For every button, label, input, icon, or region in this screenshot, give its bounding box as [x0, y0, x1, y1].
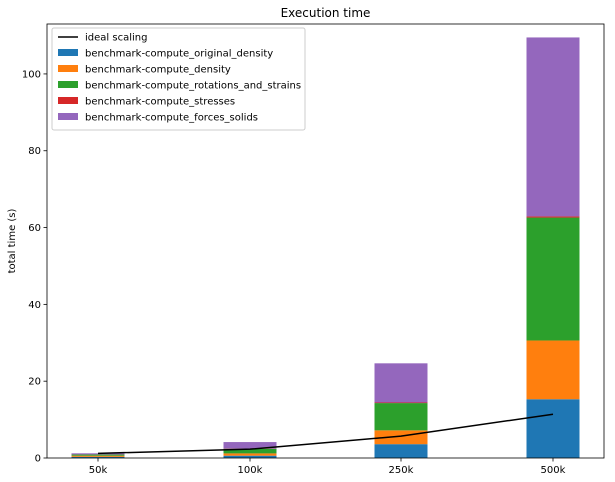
legend-label-benchmark-compute_stresses: benchmark-compute_stresses — [85, 97, 235, 108]
legend-label-benchmark-compute_forces_solids: benchmark-compute_forces_solids — [85, 113, 258, 124]
x-tick-label-50k: 50k — [89, 465, 108, 476]
bar-benchmark-compute_rotations_and_strains-250k — [374, 403, 428, 431]
y-tick-label: 0 — [35, 454, 41, 465]
x-tick-label-500k: 500k — [541, 465, 566, 476]
bar-benchmark-compute_rotations_and_strains-500k — [526, 217, 580, 341]
legend: ideal scaling benchmark-compute_original_… — [51, 27, 306, 131]
x-tick-label-100k: 100k — [238, 465, 263, 476]
y-tick-label: 80 — [28, 146, 41, 157]
legend-label-ideal scaling: ideal scaling — [85, 33, 147, 44]
y-tick-label: 100 — [22, 69, 41, 80]
bar-benchmark-compute_original_density-50k — [71, 456, 125, 458]
legend-label-benchmark-compute_original_density: benchmark-compute_original_density — [85, 49, 273, 60]
bar-benchmark-compute_original_density-250k — [374, 444, 428, 458]
legend-swatch-benchmark-compute_forces_solids — [58, 113, 78, 120]
bar-benchmark-compute_forces_solids-50k — [71, 453, 125, 455]
legend-swatch-benchmark-compute_original_density — [58, 49, 78, 56]
bar-benchmark-compute_stresses-500k — [526, 216, 580, 218]
bar-benchmark-compute_density-100k — [223, 453, 277, 456]
bars-group — [71, 37, 580, 458]
bar-benchmark-compute_density-500k — [526, 340, 580, 400]
bar-benchmark-compute_rotations_and_strains-100k — [223, 448, 277, 454]
bar-benchmark-compute_forces_solids-250k — [374, 363, 428, 403]
y-tick-label: 40 — [28, 300, 41, 311]
x-tick-label-250k: 250k — [389, 465, 414, 476]
bar-benchmark-compute_forces_solids-500k — [526, 37, 580, 217]
y-tick-label: 20 — [28, 377, 41, 388]
bar-benchmark-compute_rotations_and_strains-50k — [71, 454, 125, 456]
ideal-scaling-line-group — [97, 413, 554, 455]
bar-benchmark-compute_density-50k — [71, 455, 125, 457]
y-axis: 0 20 40 60 80 100 — [22, 69, 47, 465]
plot-frame — [46, 23, 605, 459]
legend-label-benchmark-compute_density: benchmark-compute_density — [85, 65, 231, 76]
y-axis-title: total time (s) — [7, 208, 18, 273]
bar-benchmark-compute_original_density-100k — [223, 455, 277, 458]
bar-benchmark-compute_stresses-250k — [374, 402, 428, 404]
ideal-scaling-line — [97, 413, 554, 455]
y-tick-label: 60 — [28, 223, 41, 234]
legend-swatch-benchmark-compute_density — [58, 65, 78, 72]
legend-swatch-benchmark-compute_rotations_and_strains — [58, 81, 78, 88]
chart-title: Execution time — [281, 6, 371, 20]
legend-swatch-benchmark-compute_stresses — [58, 97, 78, 104]
bar-benchmark-compute_forces_solids-100k — [223, 442, 277, 449]
bar-benchmark-compute_original_density-500k — [526, 399, 580, 458]
legend-box — [51, 27, 306, 131]
x-axis: 50k 100k 250k 500k — [89, 458, 566, 476]
legend-label-benchmark-compute_rotations_and_strains: benchmark-compute_rotations_and_strains — [85, 81, 301, 92]
